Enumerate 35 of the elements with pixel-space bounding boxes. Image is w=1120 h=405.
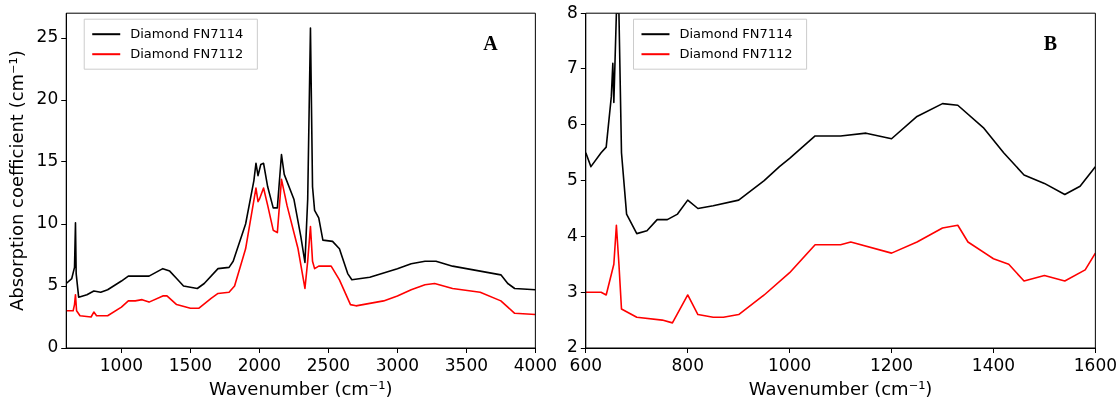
- y-tick-label: 5: [47, 274, 59, 295]
- y-tick-label: 20: [36, 88, 59, 109]
- y-tick-label: 10: [36, 212, 59, 233]
- y-tick-label: 4: [566, 224, 578, 245]
- y-tick-label: 25: [36, 26, 59, 47]
- x-tick-label: 800: [671, 354, 704, 375]
- x-tick-label: 2500: [306, 354, 351, 375]
- x-tick-label: 1600: [1073, 354, 1117, 375]
- x-tick-label: 1200: [869, 354, 914, 375]
- x-axis-title: Wavenumber (cm⁻¹): [209, 377, 393, 399]
- annotation: A: [483, 32, 499, 55]
- legend-label: Diamond FN7112: [679, 45, 793, 61]
- y-tick-label: 8: [566, 1, 578, 22]
- x-tick-label: 3500: [444, 354, 489, 375]
- legend-label: Diamond FN7112: [130, 45, 244, 61]
- y-tick-label: 2: [566, 336, 578, 357]
- legend-label: Diamond FN7114: [130, 25, 244, 41]
- y-tick-label: 3: [566, 280, 578, 301]
- y-tick-label: 0: [47, 336, 59, 357]
- x-tick-label: 2000: [237, 354, 282, 375]
- x-tick-label: 3000: [375, 354, 420, 375]
- x-tick-label: 4000: [513, 354, 557, 375]
- y-tick-label: 6: [566, 113, 578, 134]
- x-tick-label: 1000: [99, 354, 144, 375]
- y-tick-label: 15: [36, 150, 59, 171]
- x-tick-label: 1500: [168, 354, 213, 375]
- legend-label: Diamond FN7114: [679, 25, 793, 41]
- x-tick-label: 1400: [971, 354, 1016, 375]
- annotation: B: [1043, 32, 1058, 55]
- x-axis-title: Wavenumber (cm⁻¹): [748, 377, 933, 399]
- x-tick-label: 1000: [768, 354, 812, 375]
- y-axis-title: Absorption coefficient (cm⁻¹): [6, 50, 28, 312]
- y-tick-label: 5: [566, 169, 578, 190]
- x-tick-label: 600: [569, 354, 603, 375]
- y-tick-label: 7: [566, 57, 578, 78]
